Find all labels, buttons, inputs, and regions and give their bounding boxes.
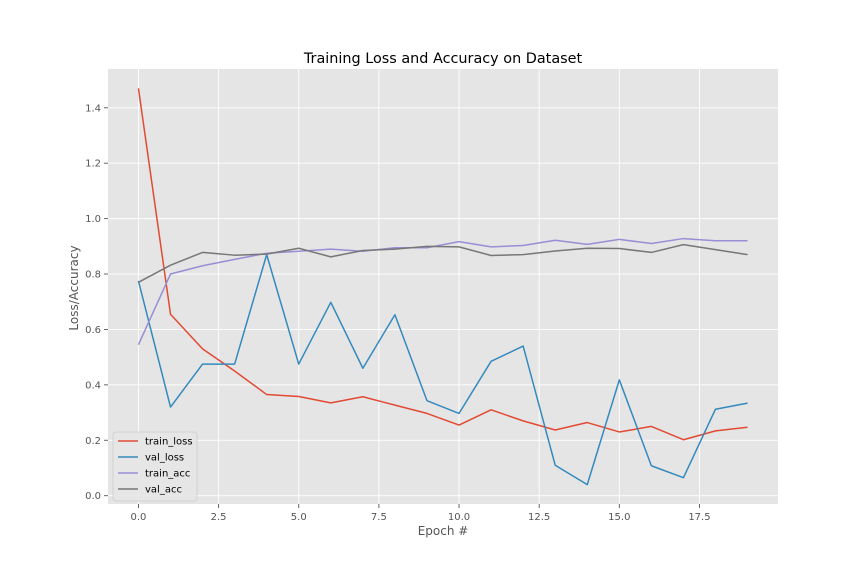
legend-label: train_acc xyxy=(145,469,190,480)
legend-label: val_acc xyxy=(145,485,182,496)
legend: train_loss val_loss train_acc val_acc xyxy=(112,431,198,502)
x-tick-label: 12.5 xyxy=(528,512,550,523)
y-tick-label: 1.2 xyxy=(85,159,101,170)
chart-title: Training Loss and Accuracy on Dataset xyxy=(303,51,583,67)
y-tick-label: 0.0 xyxy=(85,491,101,502)
x-tick-label: 17.5 xyxy=(688,512,710,523)
series-lines xyxy=(137,88,748,486)
x-tick-label: 0.0 xyxy=(131,512,147,523)
series-line-train-loss xyxy=(137,88,748,441)
series-line-val-acc xyxy=(138,243,748,284)
y-tick-label: 0.4 xyxy=(85,380,101,391)
legend-box xyxy=(112,431,198,502)
plot-area xyxy=(108,69,778,504)
y-axis-title: Loss/Accuracy xyxy=(67,245,81,330)
y-tick-label: 0.2 xyxy=(85,436,101,447)
x-tick-label: 15.0 xyxy=(608,512,630,523)
y-tick-label: 0.6 xyxy=(85,325,101,336)
x-tick-label: 5.0 xyxy=(291,512,307,523)
y-tick-label: 0.8 xyxy=(85,270,101,281)
legend-label: val_loss xyxy=(145,453,184,464)
series-line-train-acc xyxy=(137,237,748,345)
x-tick-label: 10.0 xyxy=(448,512,470,523)
x-tick-label: 7.5 xyxy=(371,512,387,523)
series-line-val-loss xyxy=(137,253,748,486)
axis-ticks: 0.0 2.5 5.0 7.5 10.0 12.5 15.0 17.5 0.0 0.2 0.4 0.6… xyxy=(85,103,710,523)
y-tick-label: 1.0 xyxy=(85,214,101,225)
x-axis-title: Epoch # xyxy=(418,524,469,538)
legend-label: train_loss xyxy=(145,437,193,448)
y-tick-label: 1.4 xyxy=(85,103,101,114)
x-tick-label: 2.5 xyxy=(211,512,227,523)
grid-lines xyxy=(108,69,778,504)
